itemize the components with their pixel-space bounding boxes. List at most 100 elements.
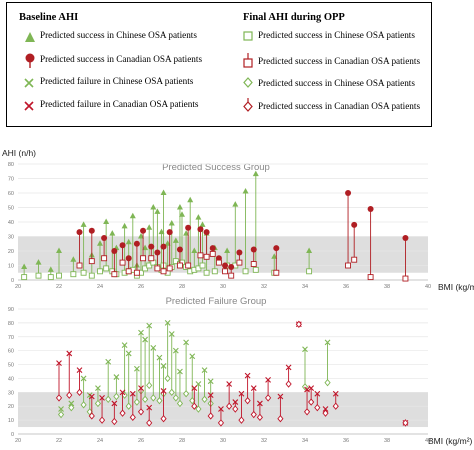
final-point xyxy=(97,268,103,275)
final-point xyxy=(185,262,192,269)
final-point xyxy=(101,255,108,262)
final-point xyxy=(195,405,202,413)
diamond-open-red-icon xyxy=(243,98,253,112)
final-point xyxy=(98,416,106,424)
baseline-point xyxy=(185,224,192,231)
baseline-point xyxy=(238,390,245,397)
baseline-point xyxy=(140,227,147,234)
baseline-point xyxy=(121,342,128,349)
final-point xyxy=(88,412,95,420)
baseline-point xyxy=(306,247,313,253)
baseline-point xyxy=(271,253,278,259)
baseline-point xyxy=(88,227,95,234)
final-point xyxy=(80,401,87,409)
final-point xyxy=(203,253,210,260)
square-open-red-icon xyxy=(243,53,253,68)
triangle-green-icon xyxy=(25,32,35,42)
final-point xyxy=(113,392,120,401)
y-tick-label: 50 xyxy=(8,206,14,212)
baseline-point xyxy=(332,390,339,397)
final-point xyxy=(238,416,245,424)
x-tick-label: 26 xyxy=(138,438,144,444)
x-tick-label: 24 xyxy=(97,438,103,444)
y-tick-label: 20 xyxy=(8,249,14,255)
x-tick-label: 40 xyxy=(425,284,431,290)
legend-baseline-header: Baseline AHI xyxy=(19,12,79,23)
final-point xyxy=(150,394,157,402)
baseline-point xyxy=(150,204,157,210)
x-tick-label: 28 xyxy=(179,438,185,444)
baseline-point xyxy=(103,218,110,224)
legend-item-baseline-0: Predicted success in Chinese OSA patient… xyxy=(40,30,197,40)
final-point xyxy=(183,390,190,398)
baseline-point xyxy=(345,190,352,196)
baseline-point xyxy=(125,238,132,245)
baseline-point xyxy=(160,388,167,394)
baseline-point xyxy=(203,229,210,236)
y-tick-label: 40 xyxy=(8,376,14,382)
final-point xyxy=(236,259,243,266)
final-point xyxy=(119,409,126,417)
baseline-point xyxy=(308,385,315,392)
final-point xyxy=(256,413,263,422)
baseline-point xyxy=(119,389,126,396)
baseline-point xyxy=(168,219,175,226)
final-point xyxy=(146,381,153,390)
baseline-point xyxy=(150,344,157,351)
final-point xyxy=(203,269,210,276)
y-tick-label: 70 xyxy=(8,177,14,183)
baseline-point xyxy=(146,224,153,230)
baseline-point xyxy=(172,237,179,243)
y-tick-label: 50 xyxy=(8,363,14,369)
y-tick-label: 0 xyxy=(11,278,14,284)
final-point xyxy=(47,274,54,281)
baseline-point xyxy=(109,230,116,236)
baseline-point xyxy=(195,214,202,220)
final-point xyxy=(172,394,179,402)
final-point xyxy=(76,388,83,397)
baseline-point xyxy=(197,226,204,233)
baseline-point xyxy=(148,243,155,250)
x-tick-label: 30 xyxy=(220,284,226,290)
final-point xyxy=(88,272,95,279)
final-point xyxy=(35,272,42,279)
baseline-point xyxy=(111,248,118,254)
legend-item-final-3: Predicted success in Canadian OSA patien… xyxy=(258,101,421,111)
baseline-point xyxy=(201,367,208,374)
legend-box: Baseline AHI Final AHI during OPP Predic… xyxy=(6,2,432,127)
final-point xyxy=(303,408,311,416)
success-chart-ylabel: AHI (n/h) xyxy=(2,148,36,158)
baseline-point xyxy=(105,358,112,365)
baseline-point xyxy=(302,346,308,353)
baseline-point xyxy=(402,234,409,241)
baseline-point xyxy=(160,363,167,369)
baseline-point xyxy=(277,393,284,400)
baseline-point xyxy=(244,372,251,379)
x-tick-label: 22 xyxy=(56,284,62,290)
final-point xyxy=(129,413,136,422)
baseline-point xyxy=(125,350,132,357)
legend-item-final-2: Predicted success in Chinese OSA patient… xyxy=(258,78,415,88)
baseline-point xyxy=(257,400,263,407)
final-point xyxy=(66,391,73,399)
baseline-point xyxy=(191,247,198,253)
baseline-point xyxy=(224,247,231,253)
final-point xyxy=(56,272,62,279)
final-point xyxy=(57,410,65,419)
baseline-point xyxy=(142,244,149,251)
baseline-point xyxy=(228,263,235,270)
baseline-point xyxy=(58,406,64,412)
baseline-point xyxy=(146,322,153,329)
baseline-point xyxy=(183,339,189,346)
final-point xyxy=(164,374,171,383)
x-green-icon xyxy=(24,78,34,88)
final-point xyxy=(197,252,204,259)
baseline-point xyxy=(70,256,77,262)
circle-red-icon xyxy=(25,53,35,68)
baseline-point xyxy=(314,390,321,397)
final-point xyxy=(125,268,132,275)
failure-chart-xlabel: BMI (kg/m²) xyxy=(428,436,473,446)
y-tick-label: 10 xyxy=(8,264,14,270)
final-point xyxy=(244,396,251,405)
final-point xyxy=(211,268,218,275)
